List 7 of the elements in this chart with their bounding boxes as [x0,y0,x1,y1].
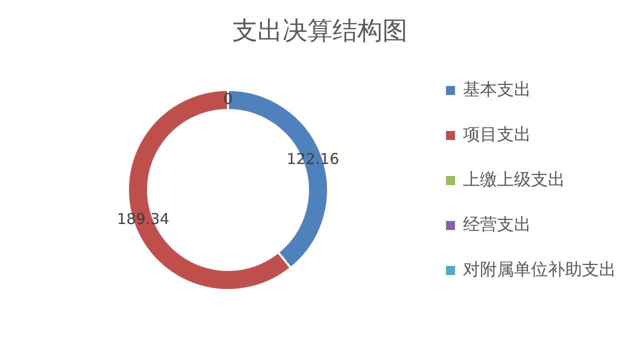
legend-label: 项目支出 [463,125,531,145]
legend-label: 经营支出 [463,215,531,235]
legend-label: 上缴上级支出 [463,170,565,190]
text: 0 [223,90,233,108]
chart-title: 支出决算结构图 [232,15,408,47]
legend-label: 对附属单位补助支出 [463,260,616,280]
legend-label: 基本支出 [463,80,531,100]
